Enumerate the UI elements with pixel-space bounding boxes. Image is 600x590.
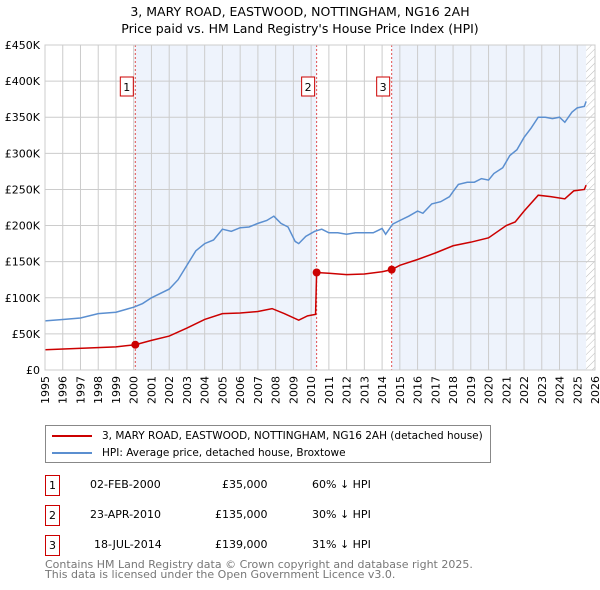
- y-tick-label: £150K: [5, 256, 41, 269]
- sale-label-box: [301, 76, 316, 97]
- y-tick-label: £400K: [5, 75, 41, 88]
- x-tick-label: 1999: [110, 376, 123, 404]
- x-tick-label: 2009: [287, 376, 300, 404]
- x-tick-label: 2016: [412, 376, 425, 404]
- y-tick-label: £300K: [5, 147, 41, 160]
- sale-row: 1 02-FEB-2000 £35,000 60% ↓ HPI: [45, 475, 505, 496]
- y-tick-label: £50K: [12, 328, 41, 341]
- x-tick-label: 2014: [376, 376, 389, 404]
- sale-point: [131, 340, 140, 349]
- series-line: [44, 101, 587, 322]
- x-tick-label: 2023: [536, 376, 549, 404]
- y-tick-label: £250K: [5, 183, 41, 196]
- sale-label: 1: [123, 81, 130, 94]
- x-tick-label: 2007: [252, 376, 265, 404]
- x-tick-label: 2015: [394, 376, 407, 404]
- y-tick-label: £450K: [5, 39, 41, 52]
- x-tick-label: 2002: [163, 376, 176, 404]
- price-chart: 1995 1996 1997 1998 1999 2000 2001 2002 2003 2004…: [5, 39, 600, 404]
- y-tick-label: £350K: [5, 111, 41, 124]
- sale-row: 2 23-APR-2010 £135,000 30% ↓ HPI: [45, 505, 505, 526]
- x-tick-label: 2025: [571, 376, 584, 404]
- x-tick-label: 2006: [234, 376, 247, 404]
- sale-label-box: [119, 76, 134, 97]
- x-tick-label: 2004: [199, 376, 212, 404]
- footer: Contains HM Land Registry data © Crown c…: [45, 558, 473, 581]
- sale-date: 02-FEB-2000: [90, 478, 161, 491]
- x-tick-label: 2003: [181, 376, 194, 404]
- chart-subtitle: Price paid vs. HM Land Registry's House …: [121, 21, 479, 36]
- x-tick-label: 2017: [429, 376, 442, 404]
- legend-label-hpi: HPI: Average price, detached house, Brox…: [102, 447, 346, 459]
- x-tick-label: 1997: [74, 376, 87, 404]
- x-tick-label: 2001: [145, 376, 158, 404]
- sale-hpi: 31% ↓ HPI: [312, 538, 371, 551]
- x-tick-label: 2026: [589, 376, 600, 404]
- sale-date: 18-JUL-2014: [94, 538, 162, 551]
- x-tick-label: 1998: [92, 376, 105, 404]
- x-tick-label: 2008: [270, 376, 283, 404]
- y-tick-label: £100K: [5, 292, 41, 305]
- sale-price: £35,000: [222, 478, 268, 491]
- y-tick-label: £0: [26, 364, 40, 377]
- legend-line-hpi: [52, 452, 92, 454]
- x-tick-label: 2018: [447, 376, 460, 404]
- legend-label-property: 3, MARY ROAD, EASTWOOD, NOTTINGHAM, NG16…: [102, 430, 483, 442]
- y-tick-label: £200K: [5, 220, 41, 233]
- x-tick-label: 2005: [216, 376, 229, 404]
- footer-line: This data is licensed under the Open Gov…: [45, 568, 396, 581]
- series-line: [44, 184, 587, 351]
- x-tick-label: 2024: [554, 376, 567, 404]
- sale-hpi: 60% ↓ HPI: [312, 478, 371, 491]
- footer-line: Contains HM Land Registry data © Crown c…: [45, 558, 473, 571]
- legend: 3, MARY ROAD, EASTWOOD, NOTTINGHAM, NG16…: [45, 425, 491, 463]
- x-tick-label: 2021: [500, 376, 513, 404]
- sale-marker: 3: [45, 535, 60, 556]
- x-tick-label: 1995: [39, 376, 52, 404]
- sale-marker: 1: [45, 475, 60, 496]
- sale-marker: 2: [45, 505, 60, 526]
- chart-title: 3, MARY ROAD, EASTWOOD, NOTTINGHAM, NG16…: [130, 4, 470, 19]
- x-tick-label: 2000: [128, 376, 141, 404]
- x-tick-label: 2010: [305, 376, 318, 404]
- plot-border: [44, 44, 596, 371]
- sale-row: 3 18-JUL-2014 £139,000 31% ↓ HPI: [45, 535, 505, 556]
- legend-line-property: [52, 435, 92, 437]
- x-tick-label: 2013: [358, 376, 371, 404]
- x-tick-label: 2020: [483, 376, 496, 404]
- x-tick-label: 2012: [341, 376, 354, 404]
- sale-label: 2: [305, 81, 312, 94]
- x-tick-label: 1996: [57, 376, 70, 404]
- sale-price: £139,000: [215, 538, 268, 551]
- forecast-hatch: [586, 45, 595, 370]
- sale-hpi: 30% ↓ HPI: [312, 508, 371, 521]
- sale-point: [387, 265, 396, 274]
- sale-label: 3: [380, 81, 387, 94]
- x-tick-label: 2019: [465, 376, 478, 404]
- x-tick-label: 2022: [518, 376, 531, 404]
- x-tick-label: 2011: [323, 376, 336, 404]
- sale-date: 23-APR-2010: [90, 508, 162, 521]
- sale-point: [312, 268, 321, 277]
- sale-label-box: [376, 76, 391, 97]
- shaded-period: [135, 45, 317, 370]
- sale-price: £135,000: [215, 508, 268, 521]
